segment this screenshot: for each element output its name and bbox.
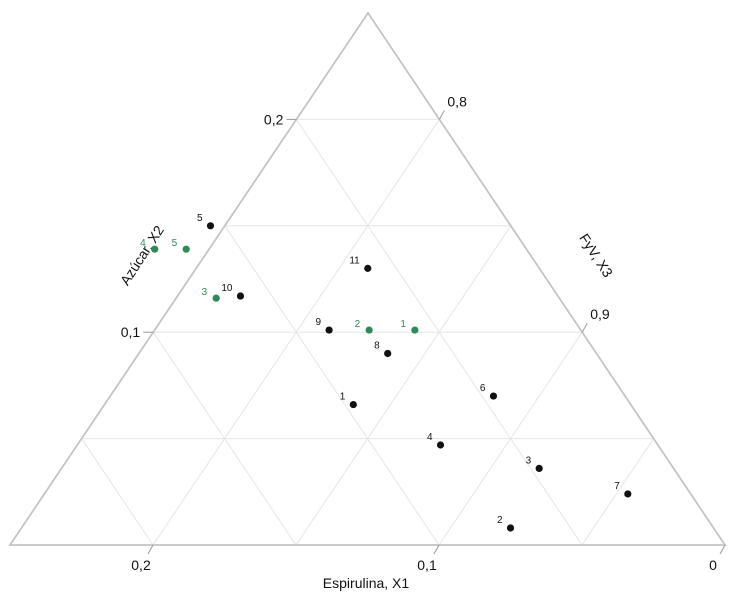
data-point-green	[212, 294, 220, 302]
data-point-label: 2	[355, 319, 361, 330]
data-point-black	[236, 292, 245, 300]
data-point-label: 1	[340, 392, 346, 403]
data-point-label: 3	[202, 287, 208, 298]
grid-line-x3	[295, 225, 512, 546]
data-point-black	[349, 400, 357, 409]
data-point-label: 11	[349, 255, 360, 266]
data-point-black	[535, 464, 543, 472]
data-point-black	[436, 441, 445, 449]
data-point-label: 5	[197, 213, 203, 224]
data-point-label: 7	[614, 481, 620, 492]
data-point-green	[182, 245, 190, 253]
tick-mark-x1	[147, 544, 154, 555]
grid-lines	[81, 118, 655, 546]
data-point-label: 9	[316, 317, 322, 328]
axis-label-espirulina: Espirulina, X1	[323, 575, 410, 591]
data-point-label: 10	[221, 283, 233, 294]
data-point-black	[384, 349, 392, 358]
tick-label-x1: 0,1	[417, 557, 437, 573]
tick-mark-x3	[438, 110, 445, 120]
data-point-black	[206, 222, 215, 230]
tick-label-x2: 0,2	[264, 111, 284, 127]
axis-label-azucar: Azúcar, X2	[117, 222, 167, 288]
data-point-label: 5	[172, 238, 178, 249]
ternary-frame	[8, 11, 727, 546]
tick-label-x1: 0,2	[131, 557, 151, 573]
axis-labels: Espirulina, X1 Azúcar, X2 FyV, X3	[117, 222, 617, 591]
data-point-green	[151, 245, 159, 253]
grid-line-x1	[224, 225, 440, 546]
grid-line-x3	[581, 438, 655, 546]
tick-labels: 0,2 0,1 0 0,2 0,1 0,8 0,9	[121, 93, 726, 573]
tick-mark-x1	[433, 544, 440, 555]
tick-label-x1: 0	[709, 557, 717, 573]
tick-label-x3: 0,9	[590, 306, 610, 322]
data-point-black	[325, 326, 333, 334]
data-point-black	[506, 524, 515, 532]
tick-label-x2: 0,1	[121, 324, 141, 340]
grid-line-x3	[152, 119, 440, 546]
data-point-label: 2	[497, 515, 503, 526]
data-point-green	[365, 326, 373, 334]
tick-label-x3: 0,8	[447, 93, 467, 109]
data-point-label: 6	[480, 383, 486, 394]
data-point-black	[364, 264, 372, 272]
data-point-black	[624, 490, 632, 498]
data-point-black	[489, 392, 498, 400]
data-point-label: 3	[526, 455, 532, 466]
data-point-green	[411, 326, 419, 334]
tick-mark-x3	[581, 322, 588, 333]
tick-mark-x1	[719, 544, 726, 555]
data-point-label: 8	[374, 340, 380, 351]
data-point-label: 4	[140, 238, 146, 249]
grid-line-x3	[438, 331, 583, 546]
grid-line-x1	[81, 438, 154, 546]
data-point-label: 4	[427, 432, 433, 443]
axis-label-fyv: FyV, X3	[576, 231, 616, 281]
data-point-label: 1	[400, 319, 406, 330]
